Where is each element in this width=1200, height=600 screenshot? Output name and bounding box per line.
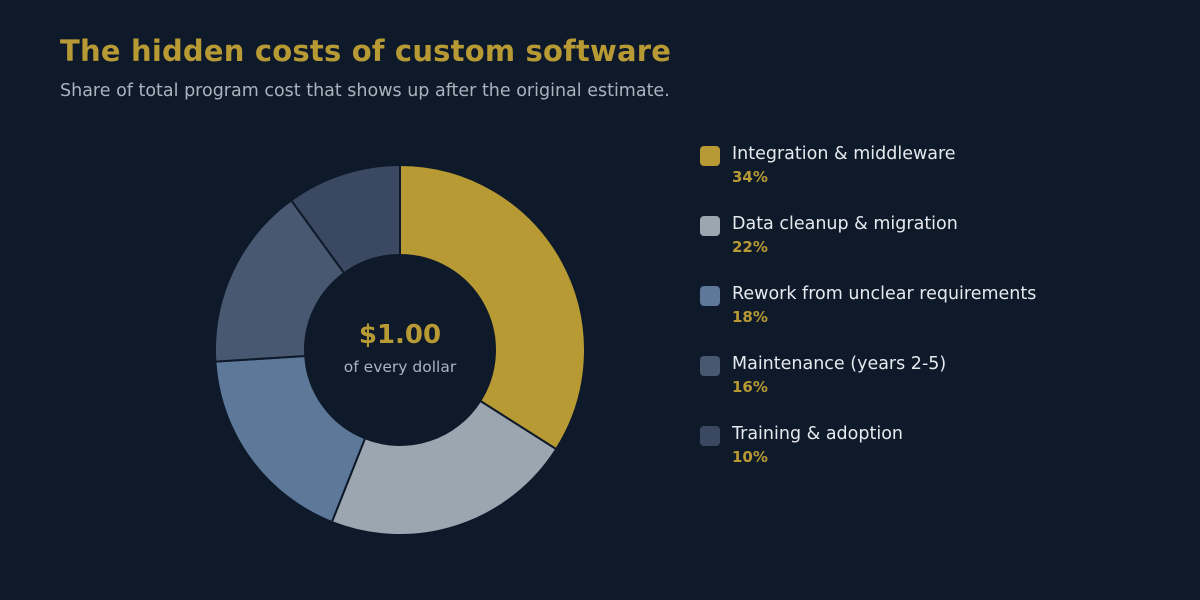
legend-item: Rework from unclear requirements 18% [700,282,1036,352]
center-total-label: of every dollar [344,358,457,376]
legend-swatch [700,286,720,306]
center-total-value: $1.00 [359,320,441,350]
legend-label: Rework from unclear requirements [732,284,1037,304]
legend-swatch [700,146,720,166]
chart-subtitle: Share of total program cost that shows u… [60,81,670,101]
legend-item: Maintenance (years 2-5) 16% [700,352,1036,422]
legend-item: Data cleanup & migration 22% [700,212,1036,282]
donut-slice [399,163,586,451]
legend-value: 34% [732,168,768,186]
legend-item: Training & adoption 10% [700,422,1036,492]
legend-swatch [700,216,720,236]
donut-slice [289,163,401,275]
legend-value: 18% [732,308,768,326]
donut-slice [214,198,346,363]
legend-swatch [700,426,720,446]
legend-label: Training & adoption [732,424,903,444]
legend-item: Integration & middleware 34% [700,142,1036,212]
legend-value: 10% [732,448,768,466]
donut-slices [214,163,586,536]
legend-label: Integration & middleware [732,144,956,164]
legend-value: 16% [732,378,768,396]
legend-label: Maintenance (years 2-5) [732,354,947,374]
donut-slice [330,399,558,536]
donut-slice [214,354,367,524]
legend-label: Data cleanup & migration [732,214,958,234]
legend-swatch [700,356,720,376]
chart-legend: Integration & middleware 34% Data cleanup … [700,142,1036,492]
legend-value: 22% [732,238,768,256]
chart-title: The hidden costs of custom software [60,34,672,68]
